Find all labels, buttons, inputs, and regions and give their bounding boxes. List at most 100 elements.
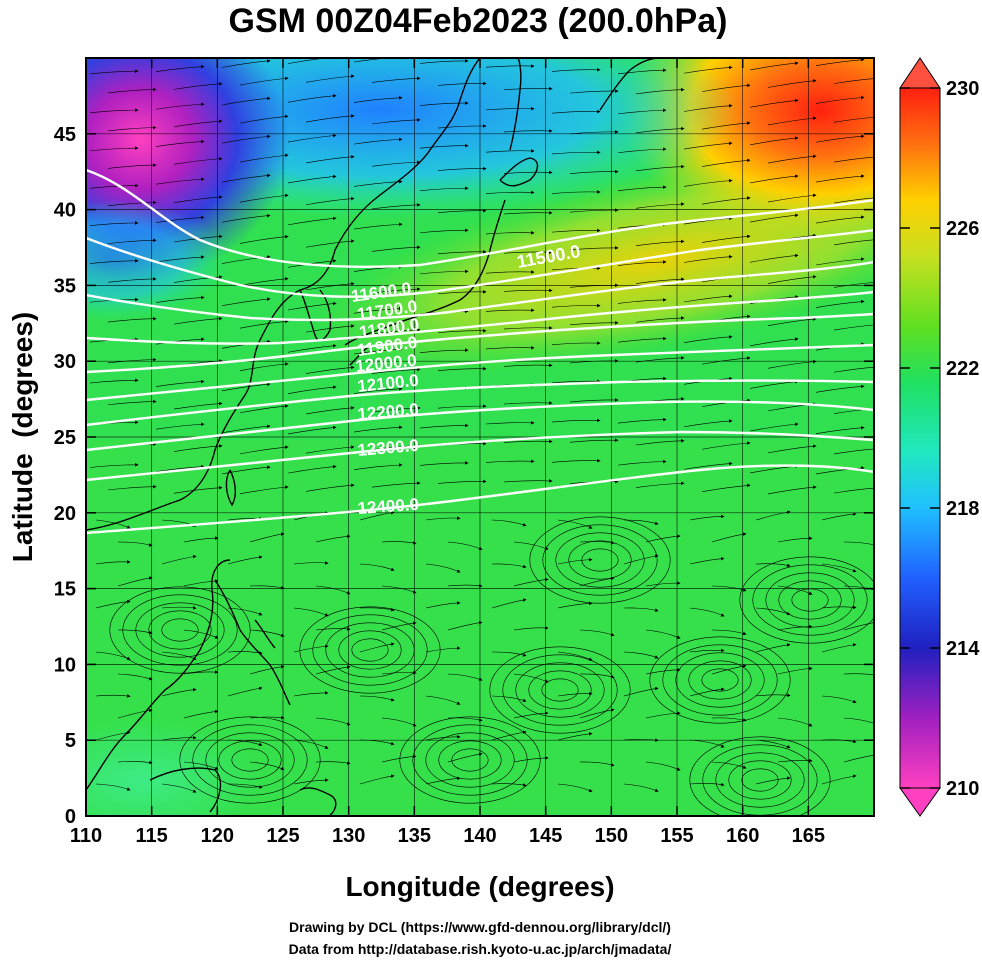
streamline [755, 510, 791, 521]
streamline [689, 782, 725, 787]
streamline [821, 605, 857, 610]
streamline [437, 250, 487, 255]
streamline [227, 686, 263, 697]
streamline [221, 96, 271, 106]
streamline [711, 629, 747, 636]
streamline [353, 306, 403, 314]
streamline [107, 238, 157, 244]
streamline [485, 420, 535, 425]
eddy-streamline [231, 748, 269, 772]
streamline [95, 783, 131, 791]
eddy-streamline [688, 660, 752, 700]
streamline [569, 130, 619, 135]
eddy-streamline [338, 630, 402, 670]
streamline [315, 717, 351, 726]
streamline [557, 651, 593, 661]
streamline [221, 59, 271, 68]
eddy-streamline [515, 662, 605, 718]
streamline [635, 316, 685, 323]
streamline [815, 425, 865, 435]
streamline [689, 514, 725, 521]
y-axis-label: Latitude (degrees) [7, 312, 38, 562]
streamline [617, 185, 667, 192]
streamline [749, 174, 799, 184]
streamline [221, 424, 271, 434]
eddy-streamline [739, 556, 874, 644]
streamline [767, 79, 817, 88]
eddy-streamline [741, 768, 779, 792]
y-tick-label: 25 [54, 427, 76, 449]
streamline [617, 459, 667, 466]
eddy-streamline [351, 638, 389, 662]
colorbar-tick-label: 210 [946, 778, 979, 800]
x-tick-label: 165 [792, 825, 825, 847]
streamline [767, 359, 817, 369]
streamline [227, 739, 263, 747]
streamline [95, 599, 131, 609]
streamline [293, 607, 329, 617]
streamline [173, 275, 223, 283]
streamline [485, 106, 535, 111]
streamline [155, 177, 205, 185]
streamline [623, 651, 659, 659]
streamline [557, 519, 593, 529]
streamline [635, 481, 685, 488]
streamline [183, 670, 219, 675]
streamline [551, 228, 601, 233]
streamline [815, 58, 865, 66]
y-tick-label: 10 [54, 654, 76, 676]
streamline [239, 485, 289, 495]
y-tick-label: 40 [54, 200, 76, 222]
streamline [239, 153, 289, 163]
streamline [107, 277, 157, 283]
streamline [107, 87, 157, 94]
streamline [305, 281, 355, 291]
streamline [161, 783, 197, 793]
eddy-streamline [701, 668, 739, 692]
streamline [635, 202, 685, 209]
x-tick-label: 150 [595, 825, 628, 847]
eddy-streamline [715, 752, 805, 808]
streamline [239, 404, 289, 414]
x-tick-label: 160 [726, 825, 759, 847]
streamline [227, 607, 263, 616]
streamline [117, 629, 153, 635]
y-tick-label: 30 [54, 351, 76, 373]
streamline [89, 462, 139, 468]
streamline [749, 213, 799, 223]
streamline [503, 129, 553, 133]
streamline [833, 324, 874, 331]
streamline [503, 363, 553, 368]
streamline [833, 282, 874, 288]
streamline [381, 541, 417, 545]
streamline [425, 601, 461, 609]
streamline [447, 541, 483, 550]
eddy-streamline [161, 618, 199, 642]
streamline [623, 686, 659, 697]
streamline [513, 756, 549, 763]
streamline [89, 259, 139, 264]
eddy-streamline [205, 732, 295, 788]
streamline [117, 576, 153, 587]
streamline [843, 622, 874, 631]
streamline [249, 664, 285, 675]
streamline [777, 758, 813, 763]
streamline [491, 519, 527, 527]
streamline [287, 425, 337, 435]
streamline [173, 444, 223, 452]
streamline [635, 239, 685, 246]
streamline [287, 464, 337, 474]
streamline [777, 717, 813, 727]
streamline [551, 67, 601, 72]
streamline [689, 687, 725, 697]
streamline [833, 239, 874, 246]
streamline [89, 146, 139, 152]
streamline [107, 125, 157, 132]
colorbar-tick-label: 226 [946, 218, 979, 240]
streamline [551, 150, 601, 155]
streamline [305, 483, 355, 492]
eddy-streamline [299, 606, 441, 694]
streamline [833, 78, 874, 84]
eddy-streamline [778, 580, 842, 620]
streamline [173, 119, 223, 128]
